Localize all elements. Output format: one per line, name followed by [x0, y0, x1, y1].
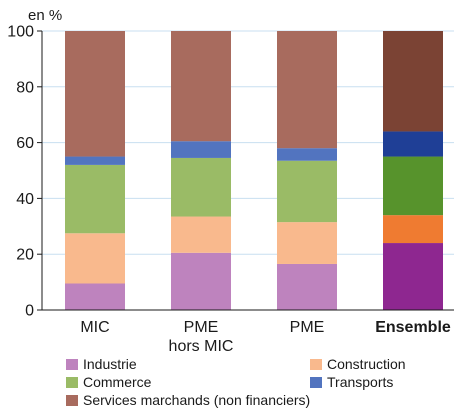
bar-segment-1-2: [65, 233, 125, 284]
y-unit-label: en %: [28, 7, 62, 24]
bar-segment-4-5: [383, 31, 443, 132]
bar-segment-2-3: [171, 157, 231, 217]
legend-label-2: Construction: [327, 356, 406, 372]
y-tick-label-0: 0: [25, 303, 34, 320]
legend-label-5: Services marchands (non financiers): [83, 392, 310, 408]
legend-swatch-4: [310, 377, 322, 388]
bar-segment-2-4: [171, 141, 231, 158]
axes: 0 20 40 60 80 100: [7, 24, 454, 320]
legend-label-3: Commerce: [83, 374, 152, 390]
y-tick-label-20: 20: [16, 247, 34, 264]
y-tick-label-80: 80: [16, 79, 34, 96]
bar-segment-4-3: [383, 156, 443, 216]
bar-segment-3-3: [277, 160, 337, 223]
bar-segment-3-1: [277, 263, 337, 310]
x-category-label-4: Ensemble: [375, 319, 451, 336]
bar-segment-3-2: [277, 222, 337, 264]
bar-segment-4-1: [383, 243, 443, 310]
y-tick-label-60: 60: [16, 135, 34, 152]
x-category-label-2: PME hors MIC: [169, 319, 234, 355]
bar-segment-1-5: [65, 31, 125, 157]
bar-segment-2-2: [171, 216, 231, 253]
legend-label-1: Industrie: [83, 356, 137, 372]
legend-swatch-2: [310, 359, 322, 370]
bar-segment-1-1: [65, 283, 125, 310]
legend: Industrie Construction Commerce Transports S…: [66, 356, 406, 408]
legend-swatch-3: [66, 377, 78, 388]
x-category-label-3: PME: [290, 319, 325, 336]
x-category-label-1: MIC: [80, 319, 109, 336]
y-tick-label-40: 40: [16, 191, 34, 208]
bar-segment-2-5: [171, 31, 231, 142]
bar-segment-2-1: [171, 252, 231, 310]
category-labels: MIC PME hors MIC PME Ensemble: [80, 319, 451, 355]
legend-swatch-5: [66, 395, 78, 406]
bar-segment-1-4: [65, 156, 125, 165]
bars: [65, 31, 443, 310]
legend-label-4: Transports: [327, 374, 393, 390]
bar-segment-3-4: [277, 148, 337, 161]
legend-swatch-1: [66, 359, 78, 370]
y-tick-label-100: 100: [7, 24, 34, 41]
bar-segment-4-2: [383, 215, 443, 244]
bar-segment-3-5: [277, 31, 337, 149]
bar-segment-1-3: [65, 164, 125, 234]
bar-segment-4-4: [383, 131, 443, 157]
